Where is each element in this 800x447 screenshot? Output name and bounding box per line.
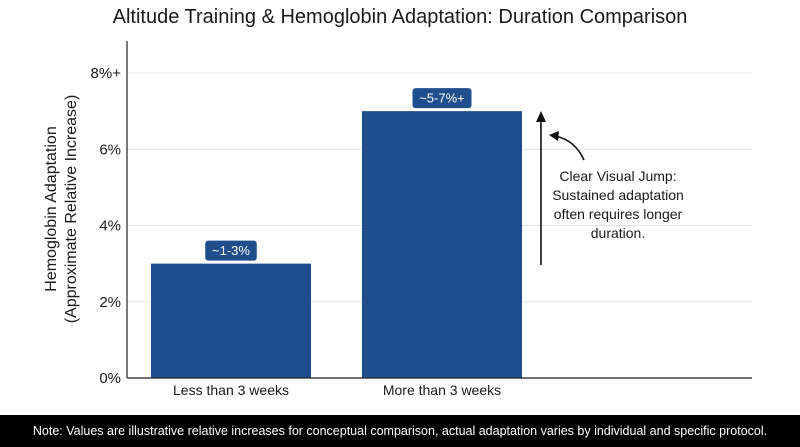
footer-note: Note: Values are illustrative relative i… [0, 415, 800, 447]
x-tick-label: Less than 3 weeks [173, 382, 289, 398]
data-label-badge [412, 88, 472, 109]
y-tick-label: 0% [99, 370, 121, 387]
y-tick-label: 4% [99, 218, 121, 235]
data-labels: ~1-3% ~5-7%+ [205, 88, 472, 261]
y-axis-label: Hemoglobin Adaptation (Approximate Relat… [43, 95, 80, 324]
y-tick-label: 6% [99, 141, 121, 158]
y-tick-label: 8%+ [91, 65, 122, 82]
bar [151, 263, 311, 378]
annotation-text: Clear Visual Jump: Sustained adaptation … [552, 168, 684, 241]
y-axis-label-line1: Hemoglobin Adaptation [43, 126, 60, 291]
data-label: ~5-7%+ [419, 91, 465, 106]
y-axis-label-line2: (Approximate Relative Increase) [63, 95, 80, 324]
chart-title: Altitude Training & Hemoglobin Adaptatio… [112, 6, 688, 28]
y-tick-label: 2% [99, 294, 121, 311]
bar [362, 111, 522, 378]
data-label-badge [205, 240, 257, 261]
bars [151, 111, 522, 378]
annotation-arrow [536, 111, 585, 265]
x-tick-label: More than 3 weeks [383, 382, 501, 398]
data-label: ~1-3% [212, 243, 250, 258]
axes: 0% 2% 4% 6% 8%+ Less than 3 weeks More than 3 … [91, 41, 752, 398]
